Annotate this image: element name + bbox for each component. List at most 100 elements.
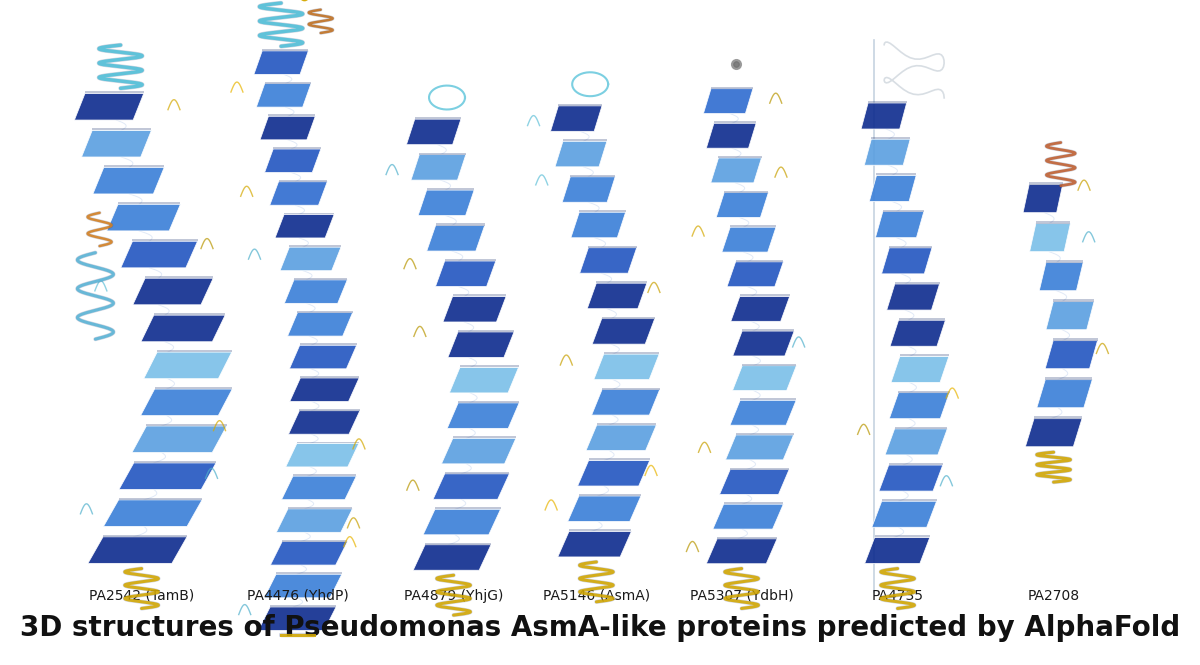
Polygon shape <box>74 94 144 120</box>
Polygon shape <box>434 507 500 509</box>
Polygon shape <box>732 366 797 390</box>
Polygon shape <box>864 139 911 165</box>
Polygon shape <box>577 460 649 486</box>
Polygon shape <box>876 211 924 237</box>
Polygon shape <box>427 225 485 251</box>
Text: PA5146 (AsmA): PA5146 (AsmA) <box>542 589 650 602</box>
Polygon shape <box>445 471 509 473</box>
Polygon shape <box>92 128 151 130</box>
Text: 3D structures of Pseudomonas AsmA-like proteins predicted by AlphaFold: 3D structures of Pseudomonas AsmA-like p… <box>20 614 1180 642</box>
Polygon shape <box>887 284 940 310</box>
Polygon shape <box>592 319 655 344</box>
Polygon shape <box>1039 263 1084 291</box>
Polygon shape <box>862 103 907 129</box>
Polygon shape <box>133 278 214 305</box>
Polygon shape <box>730 467 790 469</box>
Polygon shape <box>293 474 356 476</box>
Polygon shape <box>736 260 784 262</box>
Polygon shape <box>146 424 227 426</box>
Polygon shape <box>436 223 485 225</box>
Polygon shape <box>730 400 796 425</box>
Polygon shape <box>443 297 506 322</box>
Polygon shape <box>726 435 793 460</box>
Polygon shape <box>703 88 752 114</box>
Polygon shape <box>899 318 946 321</box>
Polygon shape <box>452 295 506 297</box>
Polygon shape <box>707 123 756 148</box>
Polygon shape <box>257 84 311 107</box>
Polygon shape <box>145 276 214 278</box>
Polygon shape <box>578 494 641 496</box>
Polygon shape <box>424 509 500 535</box>
Polygon shape <box>1045 378 1092 380</box>
Polygon shape <box>900 354 949 356</box>
Polygon shape <box>270 541 348 565</box>
Polygon shape <box>103 535 187 537</box>
Polygon shape <box>300 376 359 378</box>
Polygon shape <box>133 461 216 463</box>
Polygon shape <box>258 607 336 630</box>
Polygon shape <box>280 247 341 271</box>
Polygon shape <box>1046 302 1094 330</box>
Polygon shape <box>436 261 496 287</box>
Polygon shape <box>119 497 202 500</box>
Polygon shape <box>284 213 334 214</box>
Polygon shape <box>588 458 649 460</box>
Polygon shape <box>275 214 334 238</box>
Polygon shape <box>868 101 907 103</box>
Polygon shape <box>103 500 202 527</box>
Polygon shape <box>865 537 930 563</box>
Polygon shape <box>270 605 336 607</box>
Polygon shape <box>594 354 659 380</box>
Polygon shape <box>596 423 656 425</box>
Polygon shape <box>103 165 164 168</box>
Text: PA2708: PA2708 <box>1027 589 1080 602</box>
Polygon shape <box>869 176 917 201</box>
Polygon shape <box>730 225 776 227</box>
Polygon shape <box>743 364 797 366</box>
Polygon shape <box>1030 182 1063 185</box>
Polygon shape <box>587 283 647 309</box>
Polygon shape <box>448 332 514 358</box>
Polygon shape <box>562 177 616 202</box>
Polygon shape <box>299 409 360 411</box>
Polygon shape <box>415 117 461 119</box>
Polygon shape <box>300 343 356 345</box>
Polygon shape <box>284 280 347 303</box>
Polygon shape <box>452 436 516 438</box>
Polygon shape <box>570 175 616 177</box>
Polygon shape <box>282 539 348 541</box>
Text: PA4476 (YhdP): PA4476 (YhdP) <box>247 589 348 602</box>
Polygon shape <box>889 245 932 248</box>
Polygon shape <box>425 543 491 545</box>
Polygon shape <box>458 330 514 332</box>
Polygon shape <box>442 438 516 464</box>
Polygon shape <box>419 152 466 154</box>
Polygon shape <box>1024 185 1063 213</box>
Polygon shape <box>107 204 180 231</box>
Polygon shape <box>569 529 631 531</box>
Polygon shape <box>288 507 353 509</box>
Text: PA5307 (YdbH): PA5307 (YdbH) <box>690 589 793 602</box>
Polygon shape <box>418 190 474 215</box>
Polygon shape <box>558 104 602 106</box>
Polygon shape <box>274 147 320 149</box>
Polygon shape <box>722 227 776 252</box>
Text: PA2542 (TamB): PA2542 (TamB) <box>89 589 194 602</box>
Text: PA4879 (YhjG): PA4879 (YhjG) <box>404 589 503 602</box>
Polygon shape <box>713 504 784 529</box>
Polygon shape <box>876 174 917 176</box>
Polygon shape <box>155 387 233 389</box>
Polygon shape <box>276 573 342 575</box>
Polygon shape <box>88 537 187 563</box>
Polygon shape <box>882 499 937 501</box>
Polygon shape <box>458 401 520 403</box>
Polygon shape <box>551 106 602 132</box>
Polygon shape <box>282 476 356 499</box>
Polygon shape <box>731 297 790 321</box>
Polygon shape <box>82 130 151 157</box>
Polygon shape <box>118 202 180 204</box>
Text: PA4735: PA4735 <box>871 589 924 602</box>
Polygon shape <box>445 259 496 261</box>
Polygon shape <box>298 311 353 313</box>
